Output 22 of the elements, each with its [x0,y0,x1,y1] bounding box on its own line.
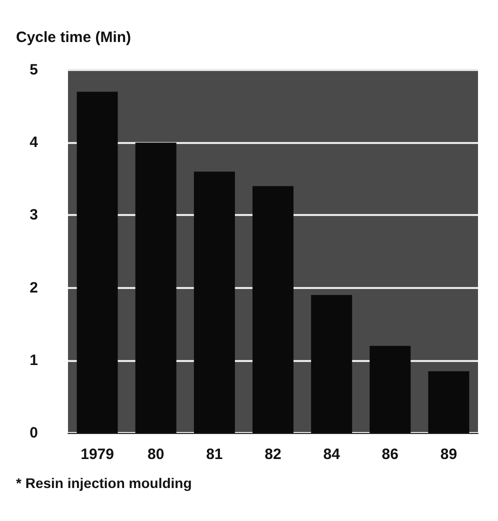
y-tick-label: 3 [30,206,38,224]
y-tick-label: 0 [30,424,38,442]
x-tick-label: 81 [206,446,223,463]
x-tick-label: 1979 [80,446,114,463]
y-tick-label: 4 [30,134,39,152]
bar [194,172,235,433]
x-tick-label: 80 [148,446,164,463]
x-tick-label: 89 [440,446,458,463]
y-tick-label: 1 [30,352,38,369]
bar [76,92,118,433]
bar [252,186,294,433]
text: * Resin injection moulding [16,475,192,491]
x-tick-label: 86 [382,446,398,463]
bar [428,371,470,433]
bar [135,142,176,433]
bar [311,295,352,433]
bar [370,346,411,433]
y-tick-label: 5 [30,62,38,78]
x-tick-label: 82 [264,446,282,463]
x-tick-label: 84 [323,446,341,463]
y-tick-label: 2 [30,279,38,296]
y-axis-title: Cycle time (Min) [16,29,132,46]
